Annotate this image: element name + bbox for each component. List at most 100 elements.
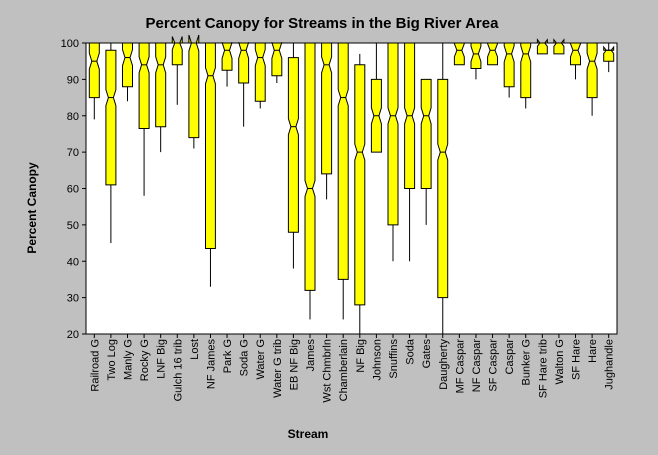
box-body bbox=[337, 42, 349, 280]
box-body bbox=[188, 34, 200, 139]
x-tick-label: LNF Big bbox=[156, 339, 168, 379]
x-tick-label: Snuffins bbox=[388, 339, 400, 379]
box-26 bbox=[503, 42, 515, 98]
box-29 bbox=[553, 38, 565, 55]
box-25 bbox=[487, 42, 498, 66]
x-tick-label: Caspar bbox=[504, 339, 516, 375]
box-body bbox=[520, 42, 532, 99]
box-body bbox=[138, 42, 150, 129]
box-20 bbox=[404, 42, 416, 262]
box-body bbox=[171, 36, 183, 66]
x-tick-label: NF Caspar bbox=[471, 339, 483, 393]
box-3 bbox=[122, 42, 133, 102]
box-series bbox=[88, 34, 615, 334]
box-21 bbox=[420, 78, 432, 225]
box-4 bbox=[138, 42, 150, 196]
box-16 bbox=[337, 42, 349, 320]
box-body bbox=[105, 49, 117, 186]
box-28 bbox=[536, 38, 548, 55]
y-tick-label: 40 bbox=[67, 256, 79, 268]
box-9 bbox=[221, 42, 233, 87]
x-tick-label: Jughandle bbox=[604, 339, 616, 390]
x-tick-label: SF Caspar bbox=[488, 339, 500, 392]
box-12 bbox=[271, 42, 283, 84]
box-15 bbox=[321, 42, 333, 200]
x-tick-label: Hare bbox=[587, 339, 599, 363]
x-tick-label: Wst Chmbrln bbox=[322, 339, 334, 403]
box-22 bbox=[437, 43, 449, 334]
box-body bbox=[387, 42, 399, 226]
box-body bbox=[536, 38, 548, 55]
y-axis: 20 30 40 50 60 70 80 90 100 bbox=[61, 38, 86, 341]
box-17 bbox=[354, 53, 366, 334]
box-31 bbox=[586, 42, 598, 116]
x-tick-label: Rocky G bbox=[139, 339, 151, 381]
x-tick-label: EB NF Big bbox=[288, 339, 300, 390]
box-6 bbox=[171, 36, 183, 105]
box-body bbox=[254, 42, 266, 102]
x-tick-label: Bunker G bbox=[521, 339, 533, 385]
y-tick-label: 70 bbox=[67, 147, 79, 159]
box-body bbox=[487, 42, 498, 66]
box-body bbox=[586, 42, 598, 99]
x-tick-label: SF Hare bbox=[571, 339, 583, 380]
box-body bbox=[155, 42, 167, 128]
y-tick-label: 50 bbox=[67, 220, 79, 232]
chart-title: Percent Canopy for Streams in the Big Ri… bbox=[146, 15, 500, 32]
x-tick-label: Chamberlain bbox=[338, 339, 350, 401]
y-tick-label: 30 bbox=[67, 293, 79, 305]
x-axis: Railroad G Two Log Manly G Rocky G LNF Big Gu… bbox=[89, 334, 616, 403]
box-7 bbox=[188, 34, 200, 149]
y-axis-title: Percent Canopy bbox=[25, 162, 39, 254]
box-13 bbox=[287, 43, 299, 269]
x-tick-label: Walton G bbox=[554, 339, 566, 384]
x-tick-label: Manly G bbox=[123, 339, 135, 380]
box-body bbox=[205, 42, 216, 249]
box-body bbox=[88, 42, 100, 99]
box-body bbox=[304, 42, 316, 291]
box-body bbox=[271, 42, 283, 77]
box-14 bbox=[304, 42, 316, 320]
y-tick-label: 100 bbox=[61, 38, 79, 50]
box-body bbox=[553, 38, 565, 55]
x-tick-label: NF Big bbox=[355, 339, 367, 373]
y-tick-label: 80 bbox=[67, 111, 79, 123]
x-tick-label: NF James bbox=[206, 339, 218, 390]
box-body bbox=[122, 42, 133, 88]
y-tick-label: 60 bbox=[67, 184, 79, 196]
box-body bbox=[420, 78, 432, 189]
y-tick-label: 20 bbox=[67, 329, 79, 341]
box-30 bbox=[570, 42, 581, 80]
box-body bbox=[453, 42, 465, 66]
box-body bbox=[503, 42, 515, 88]
box-32 bbox=[603, 43, 615, 73]
x-tick-label: Gates bbox=[421, 339, 433, 369]
x-tick-label: Soda bbox=[405, 338, 417, 365]
box-body bbox=[221, 42, 233, 71]
x-tick-label: Lost bbox=[189, 339, 201, 360]
x-tick-label: James bbox=[305, 339, 317, 372]
x-tick-label: Water G trib bbox=[272, 339, 284, 398]
box-11 bbox=[254, 42, 266, 109]
x-tick-label: Johnson bbox=[371, 339, 383, 381]
x-tick-label: Two Log bbox=[106, 339, 118, 381]
box-body bbox=[321, 42, 333, 175]
x-tick-label: Daugherty bbox=[438, 339, 450, 390]
box-body bbox=[470, 42, 482, 69]
box-23 bbox=[453, 42, 465, 66]
box-2 bbox=[105, 43, 117, 244]
x-tick-label: SF Hare trib bbox=[537, 339, 549, 398]
x-tick-label: Railroad G bbox=[89, 339, 101, 392]
box-5 bbox=[155, 42, 167, 153]
x-tick-label: Water G bbox=[255, 339, 267, 380]
x-tick-label: Soda G bbox=[239, 339, 251, 376]
box-body bbox=[603, 45, 615, 62]
box-body bbox=[570, 42, 581, 66]
box-10 bbox=[238, 42, 250, 127]
box-24 bbox=[470, 42, 482, 80]
box-18 bbox=[370, 43, 382, 153]
box-body bbox=[238, 42, 250, 84]
box-19 bbox=[387, 42, 399, 262]
x-axis-title: Stream bbox=[288, 427, 329, 441]
